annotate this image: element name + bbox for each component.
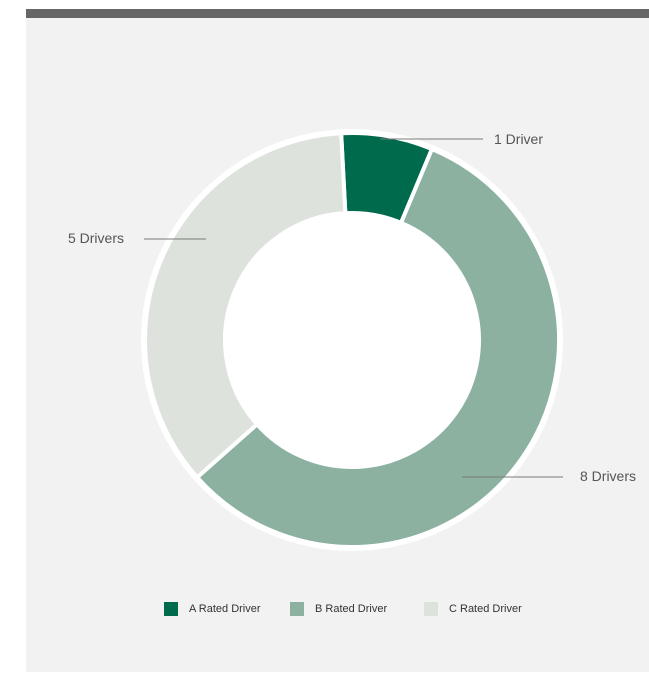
- legend-item-c-rated: C Rated Driver: [424, 602, 522, 616]
- legend-label-c-rated: C Rated Driver: [449, 603, 522, 615]
- legend-swatch-b-rated: [290, 602, 304, 616]
- legend-item-a-rated: A Rated Driver: [164, 602, 261, 616]
- legend-label-b-rated: B Rated Driver: [315, 603, 388, 615]
- legend-label-a-rated: A Rated Driver: [189, 603, 261, 615]
- data-label-b-rated-driver: 8 Drivers: [580, 468, 636, 484]
- donut-hole: [227, 215, 477, 465]
- legend-swatch-a-rated: [164, 602, 178, 616]
- header-bar: [26, 9, 649, 18]
- legend-item-b-rated: B Rated Driver: [290, 602, 387, 616]
- data-label-a-rated-driver: 1 Driver: [494, 131, 543, 147]
- donut-slice-c-rated-driver: [143, 131, 348, 481]
- legend-swatch-c-rated: [424, 602, 438, 616]
- data-label-c-rated-driver: 5 Drivers: [68, 230, 124, 246]
- chart-legend: A Rated Driver B Rated Driver C Rated Dr…: [0, 602, 649, 622]
- donut-slice-b-rated-driver: [194, 146, 561, 549]
